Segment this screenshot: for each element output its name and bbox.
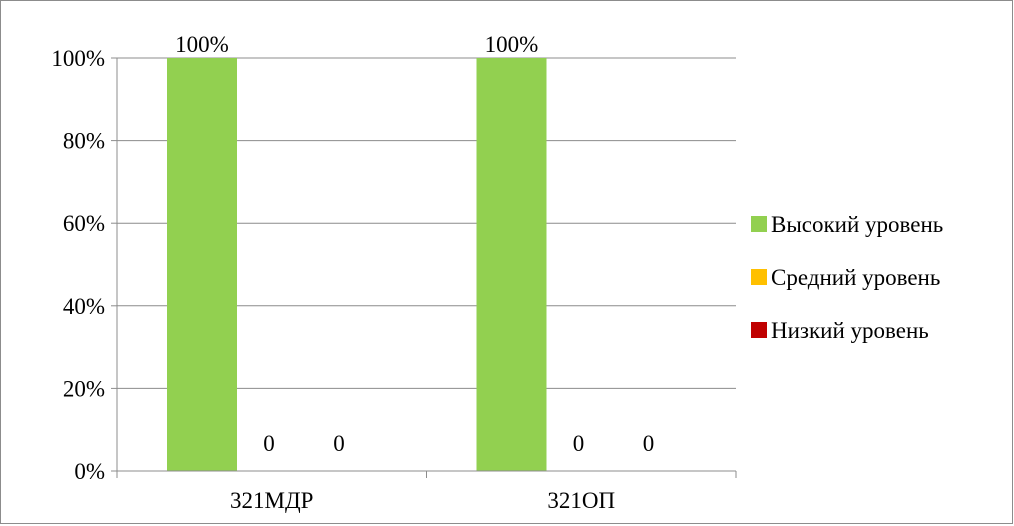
legend-swatch <box>751 216 767 232</box>
bars <box>167 58 547 471</box>
bar <box>167 58 237 471</box>
y-tick-label: 60% <box>63 211 105 236</box>
data-label: 0 <box>263 431 275 456</box>
legend-swatch <box>751 322 767 338</box>
y-tick-label: 20% <box>63 376 105 401</box>
y-tick-label: 80% <box>63 129 105 154</box>
y-tick-label: 0% <box>74 459 105 484</box>
data-labels: 100% 100% 0 0 0 0 <box>175 32 654 456</box>
data-label: 100% <box>175 32 229 57</box>
x-category-label: 321ОП <box>547 488 615 513</box>
data-label: 0 <box>333 431 345 456</box>
legend-label: Средний уровень <box>771 265 940 290</box>
data-label: 0 <box>573 431 585 456</box>
legend: Высокий уровень Средний уровень Низкий уро… <box>751 212 943 343</box>
legend-swatch <box>751 269 767 285</box>
data-label: 100% <box>485 32 539 57</box>
legend-label: Низкий уровень <box>771 318 929 343</box>
legend-label: Высокий уровень <box>771 212 943 237</box>
y-tick-label: 100% <box>51 46 105 71</box>
bar <box>476 58 547 471</box>
y-tick-label: 40% <box>63 294 105 319</box>
axes: 0% 20% 40% 60% 80% 100% 321МДР 321ОП <box>51 46 737 513</box>
x-category-label: 321МДР <box>230 488 313 513</box>
data-label: 0 <box>643 431 655 456</box>
